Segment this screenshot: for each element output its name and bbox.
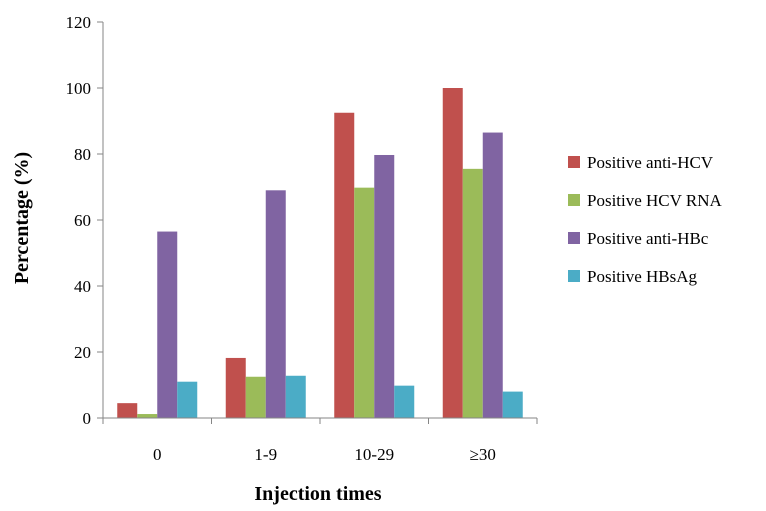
bar-positive-hbsag-1 (285, 375, 306, 418)
bar-positive-hcv-rna-3 (462, 168, 483, 418)
bar-positive-anti-hbc-1 (265, 190, 286, 418)
legend-swatch (568, 156, 580, 168)
x-tick-label: 0 (153, 445, 162, 464)
legend-label: Positive anti-HBc (587, 229, 709, 248)
bar-positive-hbsag-0 (177, 381, 198, 418)
bar-positive-hbsag-2 (394, 385, 415, 418)
bar-positive-anti-hcv-3 (442, 88, 463, 418)
legend: Positive anti-HCV Positive HCV RNA Positiv… (568, 153, 722, 286)
x-tick-label: 1-9 (254, 445, 277, 464)
bar-positive-anti-hcv-1 (225, 357, 246, 418)
bar-positive-hcv-rna-2 (354, 187, 375, 418)
bar-positive-hbsag-3 (502, 391, 523, 418)
bar-positive-anti-hbc-2 (374, 154, 395, 419)
x-tick-label: ≥30 (470, 445, 496, 464)
y-tick-label: 20 (74, 343, 91, 362)
y-tick-label: 0 (83, 409, 92, 428)
bar-positive-hcv-rna-1 (245, 376, 266, 418)
axes-layer: 0 20 40 60 80 100 120 0 1-9 10-29 ≥30 (66, 13, 538, 464)
x-axis-title: Injection times (254, 483, 381, 505)
bar-positive-anti-hbc-0 (157, 231, 178, 418)
y-tick-label: 40 (74, 277, 91, 296)
legend-label: Positive HBsAg (587, 267, 698, 286)
bar-positive-anti-hcv-2 (334, 112, 355, 418)
x-tick-label: 10-29 (354, 445, 394, 464)
bar-positive-hcv-rna-0 (137, 414, 158, 418)
legend-label: Positive anti-HCV (587, 153, 714, 172)
y-axis-title: Percentage (%) (11, 152, 33, 284)
y-tick-label: 120 (66, 13, 92, 32)
bar-positive-anti-hcv-0 (117, 403, 138, 418)
bar-positive-anti-hbc-3 (482, 132, 503, 419)
legend-swatch (568, 232, 580, 244)
bars-layer (117, 88, 523, 419)
legend-swatch (568, 194, 580, 206)
legend-swatch (568, 270, 580, 282)
y-tick-label: 100 (66, 79, 92, 98)
legend-label: Positive HCV RNA (587, 191, 722, 210)
y-tick-label: 60 (74, 211, 91, 230)
y-tick-label: 80 (74, 145, 91, 164)
